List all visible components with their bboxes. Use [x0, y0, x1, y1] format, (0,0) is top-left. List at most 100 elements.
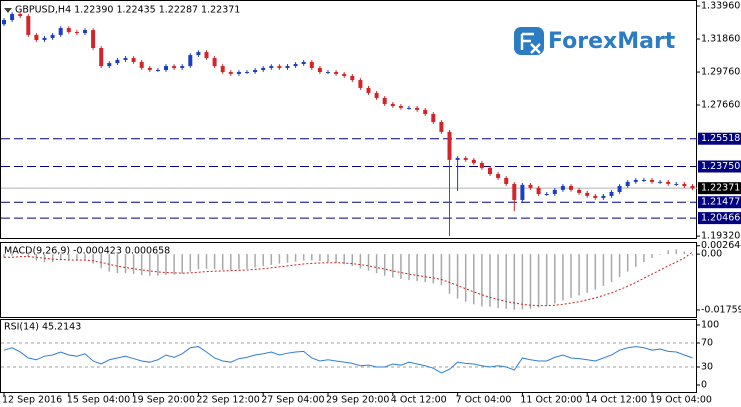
candle-body [447, 131, 452, 160]
candle-body [544, 193, 549, 195]
candle-body [633, 180, 638, 182]
candle-body [496, 174, 501, 178]
candle-body [204, 52, 209, 59]
candle-body [512, 183, 517, 200]
candle-body [74, 31, 79, 34]
x-tick-label: 14 Oct 12:00 [585, 395, 647, 406]
candle-body [358, 80, 363, 88]
candle-body [398, 105, 403, 108]
level-label-box [698, 160, 741, 173]
candle-body [188, 55, 193, 67]
x-tick-label: 15 Sep 04:00 [67, 395, 130, 406]
macd-panel [0, 242, 697, 318]
x-tick-label: 19 Sep 20:00 [132, 395, 195, 406]
candle-body [99, 47, 104, 67]
candle-body [520, 184, 525, 200]
candle-body [58, 28, 63, 35]
candle-body [390, 103, 395, 106]
candle-body [147, 67, 152, 70]
candle-body [50, 34, 55, 38]
price-title: GBPUSD,H4 1.22390 1.22435 1.22287 1.2237… [15, 5, 240, 16]
candle-body [277, 66, 282, 68]
candle-body [317, 67, 322, 73]
y-tick-label: 30 [701, 361, 713, 372]
candle-body [164, 66, 168, 70]
candle-body [569, 185, 573, 190]
candle-body [374, 92, 379, 98]
candle-body [658, 181, 663, 183]
candle-body [236, 72, 241, 74]
y-tick-label: 0.00 [701, 249, 722, 260]
candle-body [479, 163, 484, 168]
candle-body [34, 34, 39, 40]
level-label-box [698, 132, 741, 145]
x-tick-label: 19 Oct 04:00 [650, 395, 712, 406]
candle-body [536, 187, 541, 194]
candle-body [690, 185, 695, 189]
candle-body [212, 58, 217, 67]
candle-body [593, 195, 598, 198]
y-tick-label: 1.31860 [701, 34, 740, 45]
candle-body [196, 52, 201, 56]
candle-body [382, 97, 387, 104]
candle-body [10, 14, 15, 21]
x-tick-label: 7 Oct 04:00 [456, 395, 512, 406]
candle-body [366, 87, 371, 93]
candle-body [650, 180, 654, 182]
candle-body [488, 167, 492, 175]
x-tick-label: 27 Sep 04:00 [261, 395, 324, 406]
y-tick-label: 1.19320 [701, 231, 740, 242]
candle-body [423, 109, 428, 114]
y-tick-label: 0 [701, 379, 707, 390]
macd-title: MACD(9,26,9) -0.000423 0.000658 [4, 246, 170, 257]
candle-body [269, 66, 274, 68]
candle-body [326, 72, 330, 74]
y-tick-label: 70 [701, 337, 713, 348]
candle-body [285, 66, 290, 68]
candle-body [585, 192, 590, 196]
candle-body [66, 28, 71, 32]
candle-body [139, 61, 144, 68]
y-tick-label: 1.33960 [701, 1, 740, 12]
candle-body [609, 191, 614, 196]
candle-body [228, 72, 233, 74]
candle-body [552, 189, 557, 194]
logo-glyph [520, 32, 541, 54]
candle-body [293, 64, 298, 67]
candle-body [172, 66, 177, 68]
candle-body [83, 30, 87, 34]
level-label: 1.25518 [701, 133, 740, 144]
candle-body [431, 113, 436, 123]
candle-body [220, 66, 225, 73]
level-label: 1.21477 [701, 197, 740, 208]
watermark: ForexMart [548, 29, 676, 54]
candle-body [261, 67, 266, 70]
candle-body [155, 69, 160, 71]
candle-body [18, 14, 23, 17]
candle-body [131, 58, 136, 62]
candle-body [123, 58, 128, 60]
candle-body [91, 30, 96, 48]
candle-body [577, 189, 582, 193]
level-label: 1.23750 [701, 161, 740, 172]
candle-body [682, 183, 687, 186]
rsi-line [3, 346, 693, 374]
candle-body [455, 158, 460, 160]
candle-body [180, 66, 185, 68]
candle-body [463, 158, 468, 160]
candle-body [2, 20, 6, 25]
signal-line [4, 251, 693, 307]
y-tick-label: 1.27660 [701, 100, 740, 111]
candle-body [471, 159, 476, 164]
candle-body [42, 37, 47, 40]
x-tick-label: 12 Sep 2016 [2, 395, 62, 406]
candle-body [439, 122, 444, 132]
x-tick-label: 11 Oct 20:00 [520, 395, 582, 406]
x-tick-label: 22 Sep 12:00 [196, 395, 259, 406]
x-tick-label: 29 Sep 20:00 [326, 395, 389, 406]
last-price-box [698, 182, 741, 195]
candle-body [625, 181, 630, 186]
candle-body [504, 177, 509, 184]
